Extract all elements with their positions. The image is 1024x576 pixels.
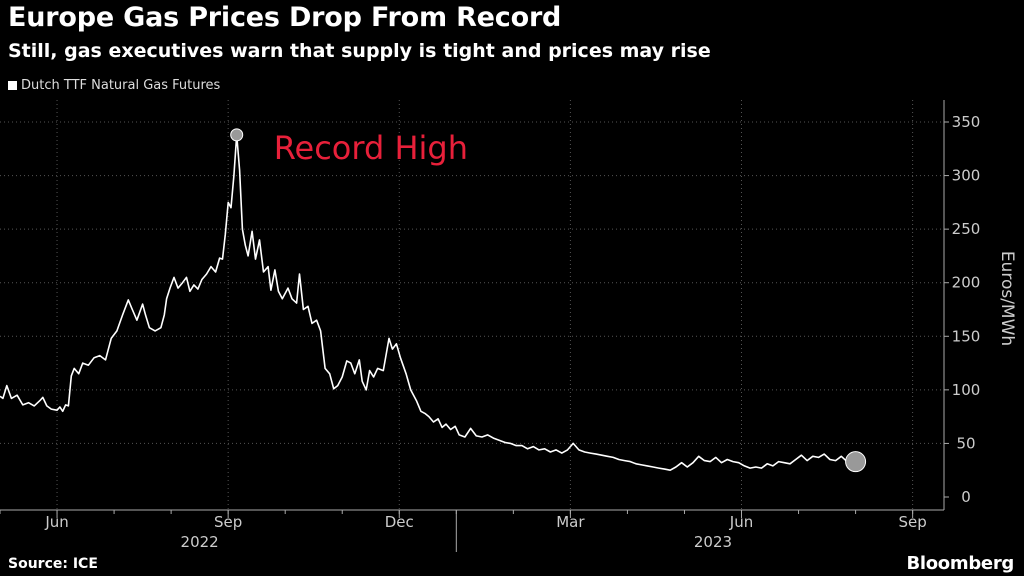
grid-lines — [0, 100, 944, 510]
y-axis-title: Euros/MWh — [997, 251, 1017, 346]
legend: Dutch TTF Natural Gas Futures — [8, 78, 220, 93]
annotation-layer: Record High — [230, 128, 867, 473]
latest-marker — [845, 451, 867, 473]
y-tick-label: 200 — [952, 274, 981, 292]
x-tick-label: Mar — [556, 513, 585, 531]
x-tick-label: Jun — [44, 513, 68, 531]
series-layer — [0, 134, 857, 471]
y-tick-label: 300 — [952, 167, 981, 185]
record-high-annotation: Record High — [274, 129, 468, 167]
chart-subtitle: Still, gas executives warn that supply i… — [8, 40, 711, 62]
x-tick-label: Jun — [729, 513, 753, 531]
x-tick-label: Dec — [385, 513, 414, 531]
chart-title: Europe Gas Prices Drop From Record — [8, 2, 562, 33]
x-tick-label: Sep — [214, 513, 242, 531]
y-tick-label: 0 — [961, 488, 971, 506]
peak-marker — [230, 128, 244, 142]
x-year-label: 2022 — [181, 533, 219, 551]
axes: 0 50 100 150 200 250 300 350 Euros/MWh Jun Sep Dec M… — [0, 100, 1017, 552]
source-note: Source: ICE — [8, 556, 98, 572]
bloomberg-logo: Bloomberg — [906, 553, 1014, 574]
y-tick-label: 250 — [952, 220, 981, 238]
legend-swatch-icon — [8, 81, 17, 90]
y-tick-label: 150 — [952, 327, 981, 345]
series-line-ttf — [0, 134, 857, 471]
y-tick-label: 100 — [952, 381, 981, 399]
y-tick-label: 350 — [952, 113, 981, 131]
x-year-label: 2023 — [694, 533, 732, 551]
y-tick-label: 50 — [956, 434, 975, 452]
x-tick-label: Sep — [898, 513, 926, 531]
legend-label: Dutch TTF Natural Gas Futures — [21, 78, 221, 93]
